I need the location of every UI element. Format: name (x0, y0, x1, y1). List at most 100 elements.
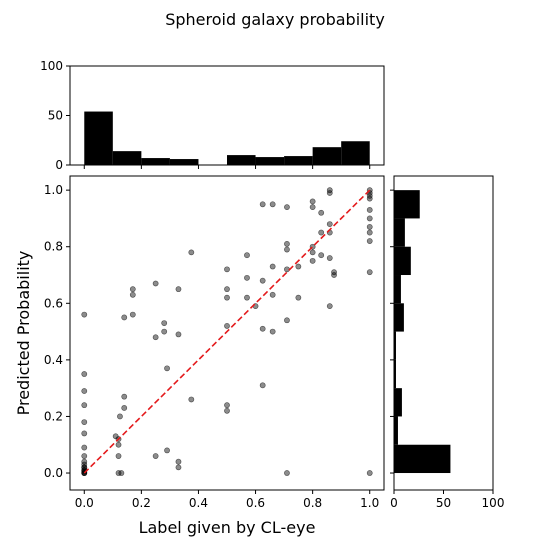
scatter-point (81, 311, 88, 318)
top-hist-bar (255, 157, 285, 165)
scatter-point (326, 187, 333, 194)
scatter-point (318, 209, 325, 216)
right-hist-bar (394, 359, 396, 389)
scatter-point (188, 249, 195, 256)
scatter-point (129, 286, 136, 293)
scatter-point (224, 266, 230, 273)
scatter-point (121, 405, 128, 411)
scatter-point (244, 274, 250, 281)
x-tick-label: 0.0 (75, 496, 94, 510)
x-tick-label: 0.2 (132, 496, 151, 510)
top-histogram: 0 50 100 (40, 59, 385, 172)
reference-line (83, 189, 371, 474)
scatter-point (269, 291, 276, 298)
scatter-point (81, 444, 88, 451)
scatter-point (318, 252, 325, 259)
top-hist-bar (227, 155, 256, 165)
scatter-point (331, 272, 337, 278)
right-hist-bar (394, 218, 405, 247)
top-hist-y-tick-label: 0 (55, 158, 63, 172)
scatter-point (117, 413, 123, 420)
scatter-point (326, 303, 333, 310)
scatter-point (224, 294, 230, 301)
scatter-point (175, 464, 182, 471)
scatter-point (295, 263, 302, 270)
scatter-point (366, 195, 373, 202)
right-hist-x-tick-label: 100 (482, 496, 505, 510)
scatter-point (326, 255, 333, 261)
scatter-point (81, 388, 88, 394)
x-tick-label: 0.8 (303, 496, 322, 510)
scatter-point (309, 198, 316, 205)
scatter-point (259, 201, 266, 208)
y-tick-label: 0.2 (44, 409, 63, 423)
scatter-point (224, 286, 230, 293)
scatter-point (224, 323, 230, 329)
y-tick-label: 1.0 (44, 183, 63, 197)
scatter-point (161, 320, 168, 326)
scatter-point (81, 453, 88, 459)
y-tick-label: 0.8 (44, 240, 63, 254)
scatter-point (318, 229, 325, 236)
scatter-point (224, 402, 230, 409)
scatter-point (115, 441, 122, 448)
scatter-point (175, 286, 182, 293)
y-axis-label: Predicted Probability (14, 251, 33, 416)
scatter-point (366, 229, 373, 236)
scatter-point (121, 314, 128, 321)
scatter-point (244, 294, 250, 301)
scatter-point (284, 246, 290, 253)
scatter-point (81, 468, 88, 475)
top-hist-bar (284, 156, 313, 165)
scatter-point (81, 419, 88, 426)
scatter-point (81, 430, 88, 437)
right-hist-bar (394, 303, 404, 332)
top-hist-y-tick-label: 50 (48, 109, 63, 123)
right-hist-bar (394, 416, 398, 445)
scatter-point (269, 201, 276, 208)
scatter-point (188, 396, 195, 403)
scatter-point (115, 453, 122, 459)
scatter-point (224, 407, 230, 414)
scatter-point (366, 269, 373, 276)
scatter-point (118, 470, 125, 476)
right-histogram: 0 50 100 (390, 175, 505, 510)
scatter-point (259, 325, 266, 332)
scatter-point (309, 257, 316, 264)
x-axis-label: Label given by CL-eye (139, 518, 316, 537)
right-hist-bar (394, 275, 401, 304)
scatter-point (121, 393, 128, 400)
top-hist-bar (112, 151, 142, 165)
scatter-point (164, 447, 170, 454)
top-hist-bar (169, 159, 199, 165)
x-tick-label: 0.6 (246, 496, 265, 510)
y-tick-label: 0.0 (44, 466, 63, 480)
scatter-point (81, 402, 88, 409)
scatter-point (269, 328, 276, 335)
scatter-point (129, 311, 136, 318)
scatter-point (81, 371, 88, 377)
scatter-point (284, 317, 290, 324)
top-hist-y-tick-label: 100 (40, 59, 63, 73)
right-hist-bar (394, 190, 420, 219)
scatter-point (164, 365, 170, 372)
x-tick-label: 0.4 (189, 496, 208, 510)
right-hist-frame (393, 175, 494, 491)
top-hist-bar (141, 158, 170, 165)
scatter-point (366, 215, 373, 222)
top-hist-bar (84, 111, 113, 165)
chart-title: Spheroid galaxy probability (165, 10, 385, 29)
scatter-point (269, 263, 276, 270)
scatter-point (366, 238, 373, 244)
scatter-point (295, 294, 302, 301)
scatter-point (284, 240, 290, 247)
scatter-point (284, 470, 290, 476)
scatter-point (366, 224, 373, 230)
scatter-point (309, 204, 316, 211)
scatter-point (259, 277, 266, 284)
right-hist-bar (394, 444, 451, 474)
scatter-point (161, 328, 168, 335)
top-hist-bar (312, 147, 342, 165)
scatter-point (152, 280, 159, 287)
scatter-point (129, 291, 136, 298)
